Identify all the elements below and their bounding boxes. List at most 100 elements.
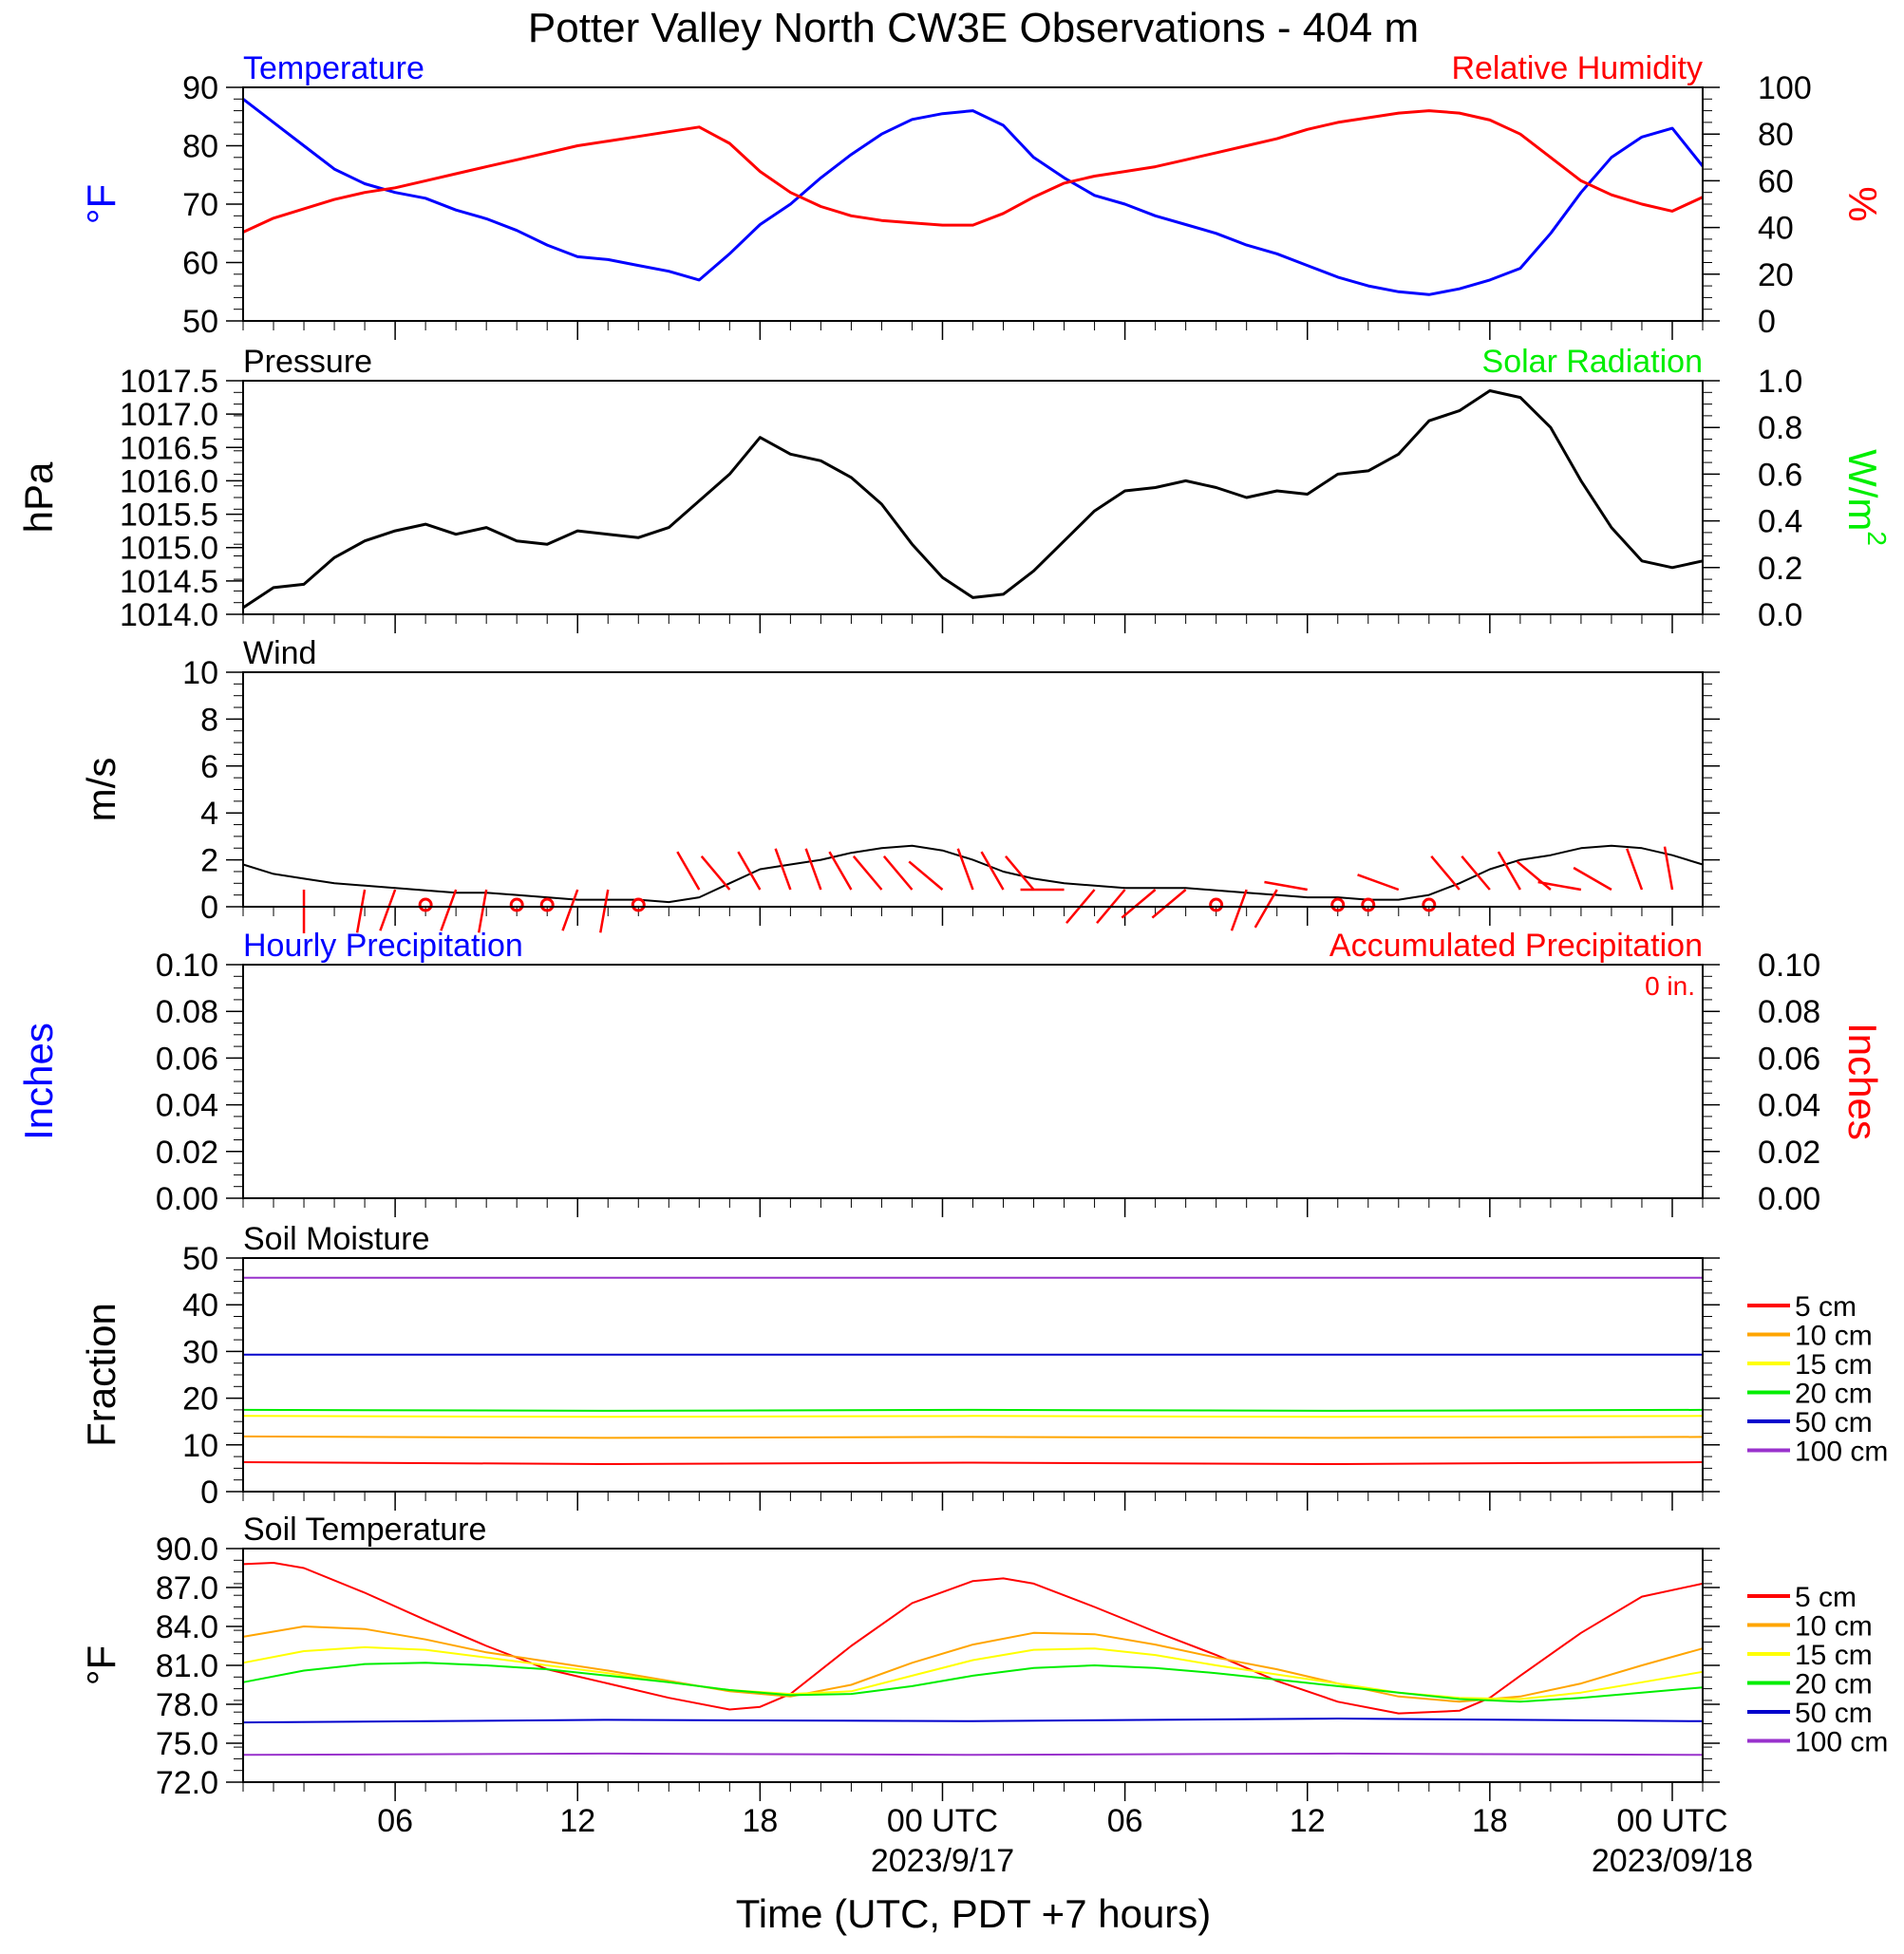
panel-frame (242, 1257, 1704, 1493)
legend-label: 15 cm (1795, 1349, 1873, 1381)
y-axis-label-right-sup: 2 (1862, 531, 1892, 546)
series-line-relative-humidity (242, 109, 1704, 234)
series-line-100-cm (242, 1752, 1704, 1757)
calm-wind-marker (1330, 897, 1346, 912)
x-tick-date-label: 2023/9/17 (871, 1843, 1014, 1879)
y-tick-label-left: 0.10 (156, 948, 218, 984)
panel-title-right: Accumulated Precipitation (1329, 928, 1703, 964)
panel-frame (242, 380, 1704, 615)
y-tick-label-right: 0.08 (1758, 994, 1820, 1030)
y-tick-label-left: 0 (200, 890, 218, 926)
y-tick-label-left: 84.0 (156, 1609, 218, 1645)
wind-barb (1254, 889, 1278, 929)
wind-barb (379, 889, 397, 931)
wind-barb (1151, 889, 1187, 919)
calm-wind-marker (509, 897, 524, 912)
wind-barb (774, 848, 792, 891)
wind-barb (355, 889, 367, 933)
y-tick-label-right: 0.0 (1758, 597, 1802, 633)
wind-barb (440, 889, 458, 931)
legend-label: 20 cm (1795, 1379, 1873, 1410)
y-axis-label-right: % (1840, 186, 1885, 221)
y-axis-label-right-text: Inches (1840, 1023, 1885, 1140)
y-tick-label-right: 100 (1758, 70, 1812, 106)
series-line-15-cm (242, 1415, 1704, 1419)
y-tick-label-right: 1.0 (1758, 364, 1802, 400)
y-tick-label-left: 8 (200, 702, 218, 738)
y-tick-label-left: 1014.5 (120, 564, 218, 600)
y-tick-label-left: 50 (182, 304, 218, 340)
wind-barb (737, 851, 762, 891)
x-tick-date-label: 2023/09/18 (1592, 1843, 1753, 1879)
y-tick-label-left: 1016.0 (120, 463, 218, 499)
wind-barb (1516, 860, 1552, 891)
y-tick-label-left: 10 (182, 1428, 218, 1464)
wind-barb (1663, 846, 1674, 891)
wind-barb (956, 848, 974, 891)
legend-label: 10 cm (1795, 1611, 1873, 1643)
wind-barb (908, 860, 944, 891)
y-tick-label-left: 90 (182, 70, 218, 106)
y-tick-label-left: 90.0 (156, 1531, 218, 1568)
y-tick-label-left: 4 (200, 796, 218, 832)
y-axis-label-left: °F (79, 184, 123, 224)
y-tick-label-left: 60 (182, 246, 218, 282)
y-axis-label-right-text: W/m (1840, 449, 1885, 531)
series-line-20-cm (242, 1662, 1704, 1703)
wind-barb (852, 855, 883, 891)
series-line-10-cm (242, 1435, 1704, 1439)
x-tick-label: 06 (1107, 1803, 1143, 1839)
panel-title-left: Temperature (243, 50, 424, 86)
series-line-pressure (242, 389, 1704, 610)
legend-label: 5 cm (1795, 1291, 1857, 1323)
y-axis-label-right-text: % (1840, 186, 1885, 221)
wind-barb (882, 855, 914, 891)
x-tick-label: 18 (1472, 1803, 1508, 1839)
y-tick-label-right: 0.8 (1758, 410, 1802, 446)
y-tick-label-left: 0.02 (156, 1135, 218, 1171)
legend-label: 100 cm (1795, 1437, 1888, 1468)
x-tick-label: 18 (742, 1803, 778, 1839)
panel-frame (242, 1548, 1704, 1783)
series-line-50-cm (242, 1718, 1704, 1724)
calm-wind-marker (539, 897, 555, 912)
y-tick-label-left: 0 (200, 1475, 218, 1511)
y-tick-label-left: 1016.5 (120, 430, 218, 466)
panel-title-left: Hourly Precipitation (243, 928, 523, 964)
x-axis-label: Time (UTC, PDT +7 hours) (736, 1891, 1212, 1936)
wind-barb (980, 851, 1005, 891)
y-tick-label-right: 0.06 (1758, 1041, 1820, 1077)
y-tick-label-left: 80 (182, 129, 218, 165)
y-tick-label-right: 0 (1758, 304, 1776, 340)
y-tick-label-left: 1017.0 (120, 397, 218, 433)
calm-wind-marker (1361, 897, 1376, 912)
precip-total-annotation: 0 in. (1645, 971, 1695, 1001)
y-tick-label-left: 81.0 (156, 1648, 218, 1684)
y-tick-label-right: 60 (1758, 163, 1794, 199)
legend-label: 20 cm (1795, 1669, 1873, 1700)
y-tick-label-left: 10 (182, 655, 218, 691)
y-tick-label-right: 0.04 (1758, 1088, 1820, 1124)
wind-barb (1626, 848, 1644, 891)
panel-2: 1014.01014.51015.01015.51016.01016.51017… (16, 344, 1892, 633)
panel-title-left: Pressure (243, 344, 372, 380)
y-tick-label-left: 1017.5 (120, 364, 218, 400)
wind-barb (676, 851, 701, 891)
y-axis-label-left: °F (79, 1645, 123, 1685)
panel-frame (242, 671, 1704, 908)
series-line-15-cm (242, 1645, 1704, 1700)
y-tick-label-left: 1015.5 (120, 498, 218, 534)
legend-label: 5 cm (1795, 1582, 1857, 1613)
wind-barb (1537, 880, 1582, 892)
y-tick-label-right: 0.10 (1758, 948, 1820, 984)
panel-4: 0.00 0.02 0.04 0.06 0.08 0.10 0.00 0.02 0.04 0.06… (16, 928, 1885, 1217)
x-tick-label: 12 (559, 1803, 595, 1839)
y-tick-label-right: 40 (1758, 211, 1794, 247)
chart-title: Potter Valley North CW3E Observations - … (528, 5, 1419, 51)
y-tick-label-left: 70 (182, 187, 218, 223)
y-tick-label-left: 6 (200, 749, 218, 785)
wind-barb (1430, 855, 1461, 891)
series-line-5-cm (242, 1562, 1704, 1715)
wind-barb (1121, 889, 1157, 919)
